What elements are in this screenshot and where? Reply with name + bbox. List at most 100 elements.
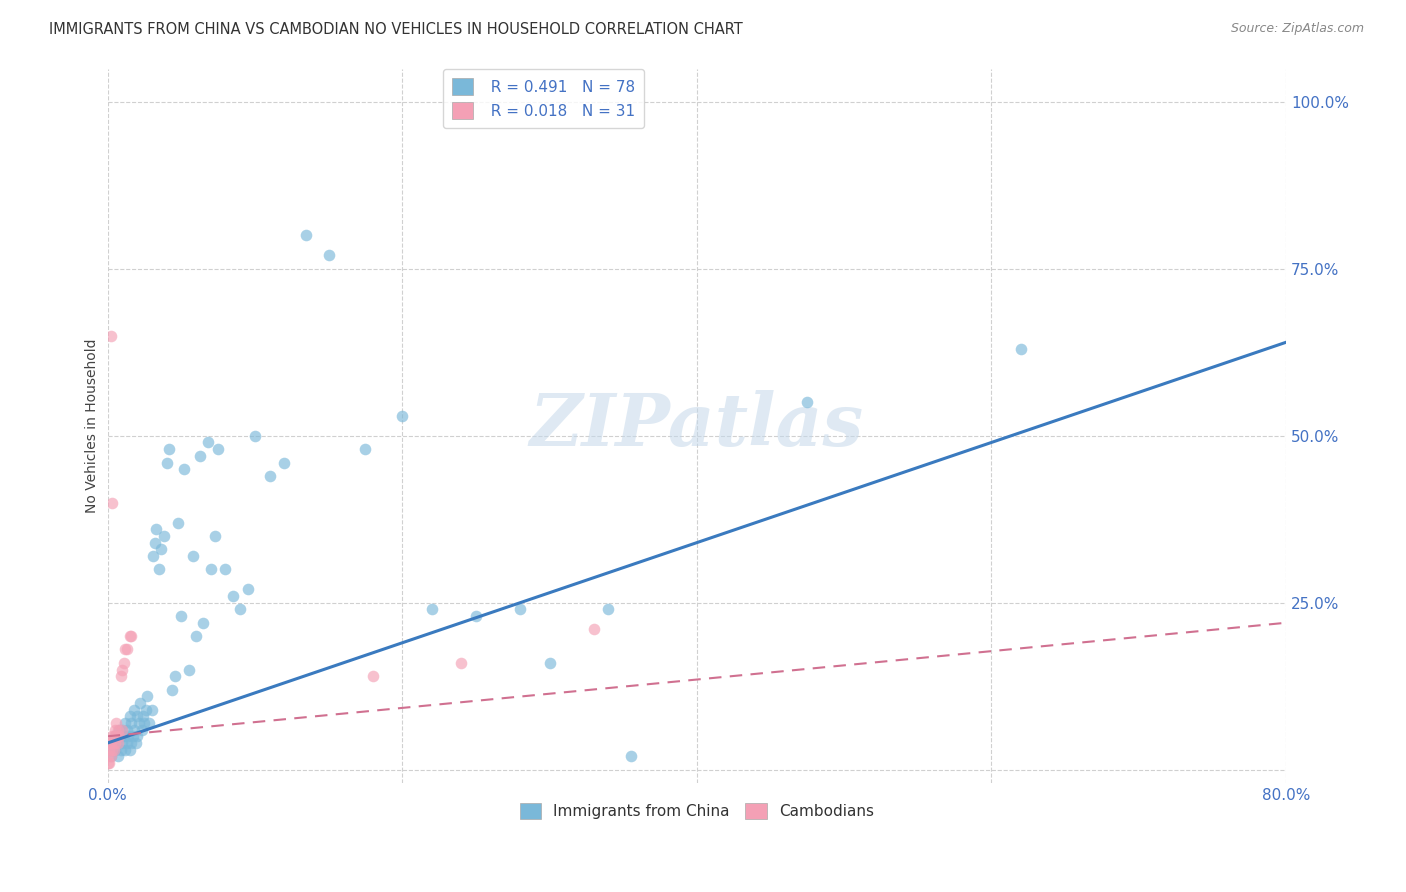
Point [97, 749, 120, 764]
Point [165, 669, 187, 683]
Point [120, 715, 142, 730]
Point [122, 723, 145, 737]
Point [111, 723, 134, 737]
Point [162, 682, 184, 697]
Point [100, 749, 122, 764]
Point [107, 749, 129, 764]
Text: IMMIGRANTS FROM CHINA VS CAMBODIAN NO VEHICLES IN HOUSEHOLD CORRELATION CHART: IMMIGRANTS FROM CHINA VS CAMBODIAN NO VE… [49, 22, 742, 37]
Point [105, 715, 128, 730]
Point [207, 442, 229, 457]
Point [112, 656, 135, 670]
Point [112, 729, 135, 743]
Point [111, 736, 134, 750]
Point [170, 609, 193, 624]
Point [110, 742, 132, 756]
Point [143, 535, 166, 549]
Point [120, 629, 142, 643]
Point [107, 736, 129, 750]
Point [222, 589, 245, 603]
Point [107, 723, 129, 737]
Point [129, 696, 152, 710]
Point [509, 602, 531, 616]
Point [135, 702, 157, 716]
Point [149, 542, 172, 557]
Point [105, 736, 128, 750]
Point [391, 409, 413, 423]
Point [145, 522, 167, 536]
Point [354, 442, 377, 457]
Point [114, 642, 136, 657]
Point [190, 449, 212, 463]
Point [121, 729, 143, 743]
Point [155, 456, 177, 470]
Point [118, 629, 141, 643]
Point [138, 715, 160, 730]
Point [111, 663, 134, 677]
Point [1010, 342, 1032, 356]
Point [538, 656, 561, 670]
Point [101, 729, 124, 743]
Point [124, 736, 146, 750]
Point [100, 749, 122, 764]
Point [582, 623, 605, 637]
Point [141, 702, 163, 716]
Point [103, 736, 125, 750]
Point [197, 435, 219, 450]
Point [108, 729, 131, 743]
Point [214, 562, 236, 576]
Point [142, 549, 165, 563]
Point [132, 709, 155, 723]
Point [236, 582, 259, 597]
Point [136, 690, 159, 704]
Point [103, 742, 125, 756]
Point [193, 615, 215, 630]
Point [104, 736, 127, 750]
Point [420, 602, 443, 616]
Point [98, 756, 121, 770]
Point [101, 742, 124, 756]
Point [204, 529, 226, 543]
Point [118, 742, 141, 756]
Point [243, 429, 266, 443]
Point [115, 642, 138, 657]
Point [152, 529, 174, 543]
Point [450, 656, 472, 670]
Point [100, 328, 122, 343]
Point [122, 702, 145, 716]
Point [229, 602, 252, 616]
Point [361, 669, 384, 683]
Point [796, 395, 818, 409]
Point [114, 742, 136, 756]
Point [184, 629, 207, 643]
Point [159, 442, 181, 457]
Point [598, 602, 620, 616]
Y-axis label: No Vehicles in Household: No Vehicles in Household [86, 339, 100, 513]
Point [177, 663, 200, 677]
Point [127, 729, 149, 743]
Point [97, 756, 120, 770]
Point [104, 729, 127, 743]
Legend: Immigrants from China, Cambodians: Immigrants from China, Cambodians [513, 797, 880, 825]
Point [173, 462, 195, 476]
Point [464, 609, 486, 624]
Point [115, 736, 138, 750]
Point [131, 723, 153, 737]
Point [318, 248, 340, 262]
Point [200, 562, 222, 576]
Point [181, 549, 204, 563]
Point [110, 669, 132, 683]
Point [103, 729, 125, 743]
Point [134, 715, 156, 730]
Point [108, 729, 131, 743]
Point [98, 742, 121, 756]
Point [259, 468, 281, 483]
Point [105, 729, 128, 743]
Point [118, 709, 141, 723]
Point [167, 516, 190, 530]
Point [117, 729, 139, 743]
Point [111, 723, 134, 737]
Point [101, 495, 124, 509]
Text: Source: ZipAtlas.com: Source: ZipAtlas.com [1230, 22, 1364, 36]
Point [619, 749, 641, 764]
Point [100, 736, 122, 750]
